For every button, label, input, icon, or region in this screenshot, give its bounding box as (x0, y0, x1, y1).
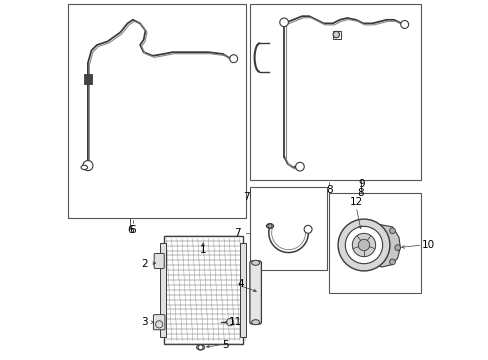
Circle shape (155, 321, 163, 328)
Text: 5: 5 (222, 340, 228, 350)
FancyBboxPatch shape (154, 253, 164, 269)
Circle shape (304, 225, 311, 233)
Circle shape (279, 18, 288, 27)
Text: 8: 8 (325, 185, 332, 195)
Bar (332, 31, 340, 39)
Circle shape (229, 55, 237, 63)
Text: 8: 8 (357, 188, 364, 198)
Bar (249, 187, 326, 270)
Text: 2: 2 (141, 258, 147, 269)
Circle shape (351, 233, 375, 257)
Circle shape (337, 219, 389, 271)
Circle shape (267, 224, 272, 228)
Circle shape (400, 21, 408, 28)
Circle shape (332, 31, 339, 38)
FancyBboxPatch shape (249, 261, 261, 324)
Bar (68, 4, 246, 218)
Text: 3: 3 (141, 317, 147, 327)
Circle shape (394, 245, 400, 251)
Bar (328, 193, 420, 293)
Circle shape (295, 162, 304, 171)
Bar (249, 4, 420, 180)
Circle shape (389, 228, 395, 234)
Text: 10: 10 (421, 240, 434, 250)
Text: 12: 12 (349, 197, 362, 207)
Text: 1: 1 (200, 245, 206, 255)
Text: 4: 4 (237, 279, 244, 289)
Ellipse shape (81, 165, 87, 170)
Text: 7: 7 (234, 228, 240, 238)
Ellipse shape (196, 345, 204, 350)
Circle shape (198, 345, 203, 350)
Ellipse shape (266, 224, 273, 228)
Text: 9: 9 (357, 179, 364, 189)
Bar (163, 236, 242, 344)
Bar (160, 243, 166, 337)
FancyBboxPatch shape (153, 315, 164, 330)
Bar (239, 243, 246, 337)
Text: 7: 7 (242, 192, 249, 202)
Text: 11: 11 (228, 317, 241, 327)
Circle shape (389, 259, 395, 265)
Circle shape (226, 319, 233, 326)
Polygon shape (363, 224, 400, 267)
Bar (84, 74, 92, 84)
Circle shape (358, 239, 369, 251)
Circle shape (345, 226, 382, 264)
Ellipse shape (251, 320, 259, 325)
Text: 6: 6 (127, 225, 134, 235)
Circle shape (82, 161, 93, 171)
Ellipse shape (251, 260, 259, 265)
Text: 6: 6 (129, 225, 136, 235)
